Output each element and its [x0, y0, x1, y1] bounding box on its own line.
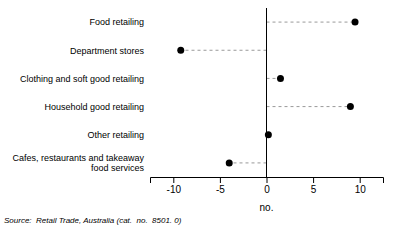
y-tick: Department stores — [70, 46, 145, 56]
y-tick-label: Department stores — [70, 46, 145, 56]
y-tick-label: Food retailing — [89, 17, 144, 27]
dot — [177, 47, 184, 54]
x-tick-label: -5 — [216, 184, 225, 195]
y-tick-label: Household good retailing — [44, 102, 144, 112]
x-tick-mark — [220, 177, 221, 183]
y-tick: Clothing and soft good retailing — [20, 74, 144, 84]
stem — [267, 22, 356, 23]
dot — [352, 19, 359, 26]
y-tick: Household good retailing — [44, 102, 144, 112]
chart: -10 -5 0 5 10 Cafes, restaurants and takeaway… — [0, 0, 397, 227]
stem — [181, 50, 267, 51]
dot — [347, 103, 354, 110]
x-axis: -10 -5 0 5 10 — [151, 177, 384, 195]
dot — [226, 159, 233, 166]
x-tick-label: 5 — [311, 184, 317, 195]
x-tick-mark — [267, 177, 268, 183]
x-label: no. — [260, 202, 274, 213]
baseline — [266, 8, 267, 177]
y-tick-label: Clothing and soft good retailing — [20, 74, 144, 84]
plot: -10 -5 0 5 10 Cafes, restaurants and takeaway… — [12, 8, 383, 195]
marks — [181, 22, 355, 163]
y-tick-label: Cafes, restaurants and takeawayfood serv… — [12, 153, 144, 173]
stem — [229, 162, 266, 163]
x-tick-mark — [360, 177, 361, 183]
x-tick-mark — [313, 177, 314, 183]
y-tick: Other retailing — [87, 130, 144, 140]
dot — [277, 75, 284, 82]
x-tick-label: -10 — [167, 184, 182, 195]
x-tick: 10 — [355, 177, 367, 195]
dots — [177, 19, 358, 167]
x-tick: 0 — [264, 177, 270, 195]
x-tick-label: 10 — [355, 184, 367, 195]
x-tick: -5 — [216, 177, 225, 195]
stem — [267, 106, 351, 107]
y-axis: Cafes, restaurants and takeawayfood serv… — [12, 17, 144, 173]
source-note: Source: Retail Trade, Australia (cat. no… — [4, 216, 182, 225]
y-tick-label: Other retailing — [87, 130, 144, 140]
x-axis-line — [151, 178, 384, 184]
x-tick: 5 — [311, 177, 317, 195]
x-tick: -10 — [167, 177, 182, 195]
y-tick: Cafes, restaurants and takeawayfood serv… — [12, 153, 144, 173]
x-tick-label: 0 — [264, 184, 270, 195]
dot — [265, 131, 272, 138]
x-tick-mark — [173, 177, 174, 183]
y-tick: Food retailing — [89, 17, 144, 27]
